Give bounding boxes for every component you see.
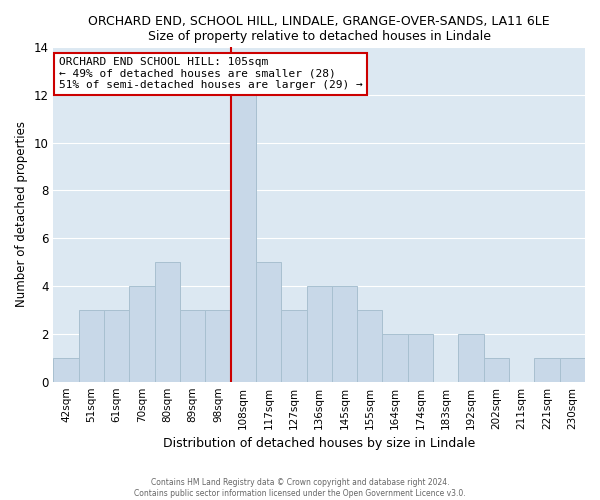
Y-axis label: Number of detached properties: Number of detached properties xyxy=(15,122,28,308)
Bar xyxy=(382,334,408,382)
Bar xyxy=(53,358,79,382)
Bar xyxy=(180,310,205,382)
Bar xyxy=(484,358,509,382)
Bar xyxy=(357,310,382,382)
Text: ORCHARD END SCHOOL HILL: 105sqm
← 49% of detached houses are smaller (28)
51% of: ORCHARD END SCHOOL HILL: 105sqm ← 49% of… xyxy=(59,57,362,90)
Bar xyxy=(79,310,104,382)
X-axis label: Distribution of detached houses by size in Lindale: Distribution of detached houses by size … xyxy=(163,437,475,450)
Text: Contains HM Land Registry data © Crown copyright and database right 2024.
Contai: Contains HM Land Registry data © Crown c… xyxy=(134,478,466,498)
Bar xyxy=(155,262,180,382)
Bar xyxy=(332,286,357,382)
Bar xyxy=(256,262,281,382)
Bar xyxy=(205,310,230,382)
Title: ORCHARD END, SCHOOL HILL, LINDALE, GRANGE-OVER-SANDS, LA11 6LE
Size of property : ORCHARD END, SCHOOL HILL, LINDALE, GRANG… xyxy=(88,15,550,43)
Bar xyxy=(458,334,484,382)
Bar xyxy=(281,310,307,382)
Bar xyxy=(130,286,155,382)
Bar xyxy=(307,286,332,382)
Bar xyxy=(560,358,585,382)
Bar xyxy=(408,334,433,382)
Bar xyxy=(535,358,560,382)
Bar xyxy=(230,95,256,382)
Bar xyxy=(104,310,130,382)
